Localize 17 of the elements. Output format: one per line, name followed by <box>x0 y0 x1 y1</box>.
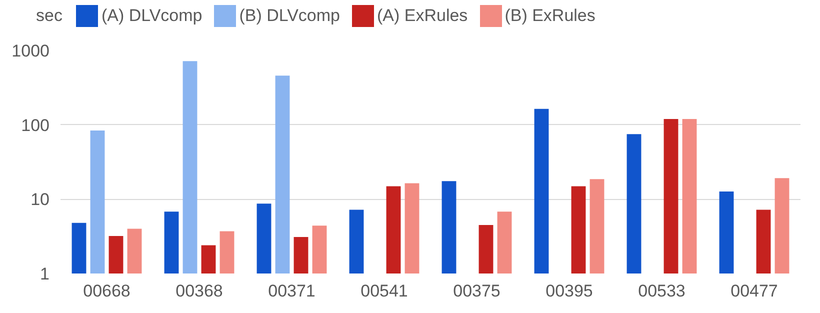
x-tick-label: 00668 <box>83 282 130 300</box>
legend-label: (A) ExRules <box>376 5 468 27</box>
x-tick-label: 00371 <box>268 282 316 300</box>
y-tick-label: 100 <box>21 116 50 135</box>
x-tick-label: 00541 <box>360 282 408 300</box>
x-tick-label: 00368 <box>176 282 223 300</box>
legend-label: (A) DLVcomp <box>100 5 202 27</box>
x-tick-label: 00375 <box>453 282 500 300</box>
x-tick-label: 00395 <box>546 282 593 300</box>
y-tick-label: 1 <box>40 264 50 284</box>
x-tick-label: 00477 <box>730 282 778 300</box>
y-axis-title: sec <box>36 5 62 27</box>
legend-label: (B) DLVcomp <box>238 5 340 27</box>
y-tick-label: 1000 <box>12 42 50 60</box>
x-tick-label: 00533 <box>638 282 686 300</box>
y-tick-label: 10 <box>30 190 50 210</box>
legend-label: (B) ExRules <box>504 5 596 27</box>
